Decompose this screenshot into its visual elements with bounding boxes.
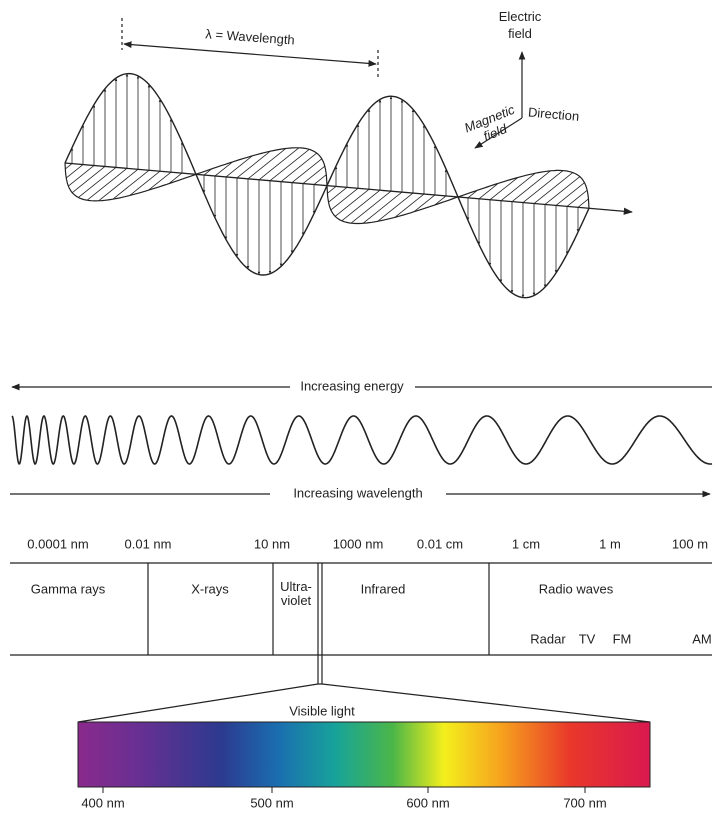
hatch [68,166,94,187]
scale-label: 100 m [672,536,708,551]
hatch [99,169,138,200]
scale-label: 1000 nm [333,536,384,551]
axis-label: Direction [527,104,579,123]
scale-label: 10 nm [254,536,290,551]
label: Increasing wavelength [293,485,422,500]
hatch [395,194,424,217]
propagation-axis [65,163,632,212]
band-label: FM [613,631,632,646]
wavelength-arrow [124,44,376,64]
visible-spectrum [78,722,650,787]
band-label: TV [579,631,596,646]
label: Visible light [289,703,355,718]
zoom-lines [78,684,650,722]
region-label: X-rays [191,581,229,596]
band-label: AM [692,631,712,646]
chirp-wave [12,416,712,464]
hatch [327,186,336,193]
hatch [342,190,380,221]
region-label: Infrared [361,581,406,596]
visible-scale-label: 400 nm [81,795,124,810]
hatch [490,178,518,200]
hatch [87,168,127,200]
hatch [351,191,391,223]
hatch [331,188,358,210]
scale-label: 0.01 cm [417,536,463,551]
region-label: Radio waves [539,581,614,596]
hatch [523,171,563,203]
hatch [270,149,309,180]
scale-label: 1 cm [512,536,540,551]
band-label: Radar [530,631,566,646]
hatch [414,195,435,212]
hatch [65,164,72,169]
visible-scale-label: 500 nm [250,795,293,810]
hatch [314,175,326,185]
visible-scale-label: 600 nm [406,795,449,810]
wavelength-label: λ = Wavelength [205,26,295,47]
hatch [363,192,402,223]
hatch [169,173,182,184]
scale-label: 0.0001 nm [27,536,88,551]
region-label: Ultra-violet [280,579,312,608]
spectrum: Increasing energy Increasing wavelength … [10,378,712,810]
hatch [512,171,550,202]
hatch [303,166,325,183]
axis-label: Magneticfield [462,102,523,150]
region-label: Gamma rays [31,581,106,596]
scale-label: 0.01 nm [125,536,172,551]
hatch [248,148,286,178]
hatch [534,173,573,204]
hatch [72,166,105,192]
hatch [292,159,322,183]
scale-label: 1 m [599,536,621,551]
visible-scale-label: 700 nm [563,795,606,810]
hatch [329,187,347,202]
page: λ = Wavelength Electricfield Direction M… [0,0,715,813]
hatch [148,172,171,190]
hatch [78,167,116,197]
hatch [567,190,587,206]
hatch [226,156,252,177]
label: Increasing energy [300,378,404,393]
hatch [556,183,584,206]
hatch [578,199,588,207]
hatch [479,183,498,198]
